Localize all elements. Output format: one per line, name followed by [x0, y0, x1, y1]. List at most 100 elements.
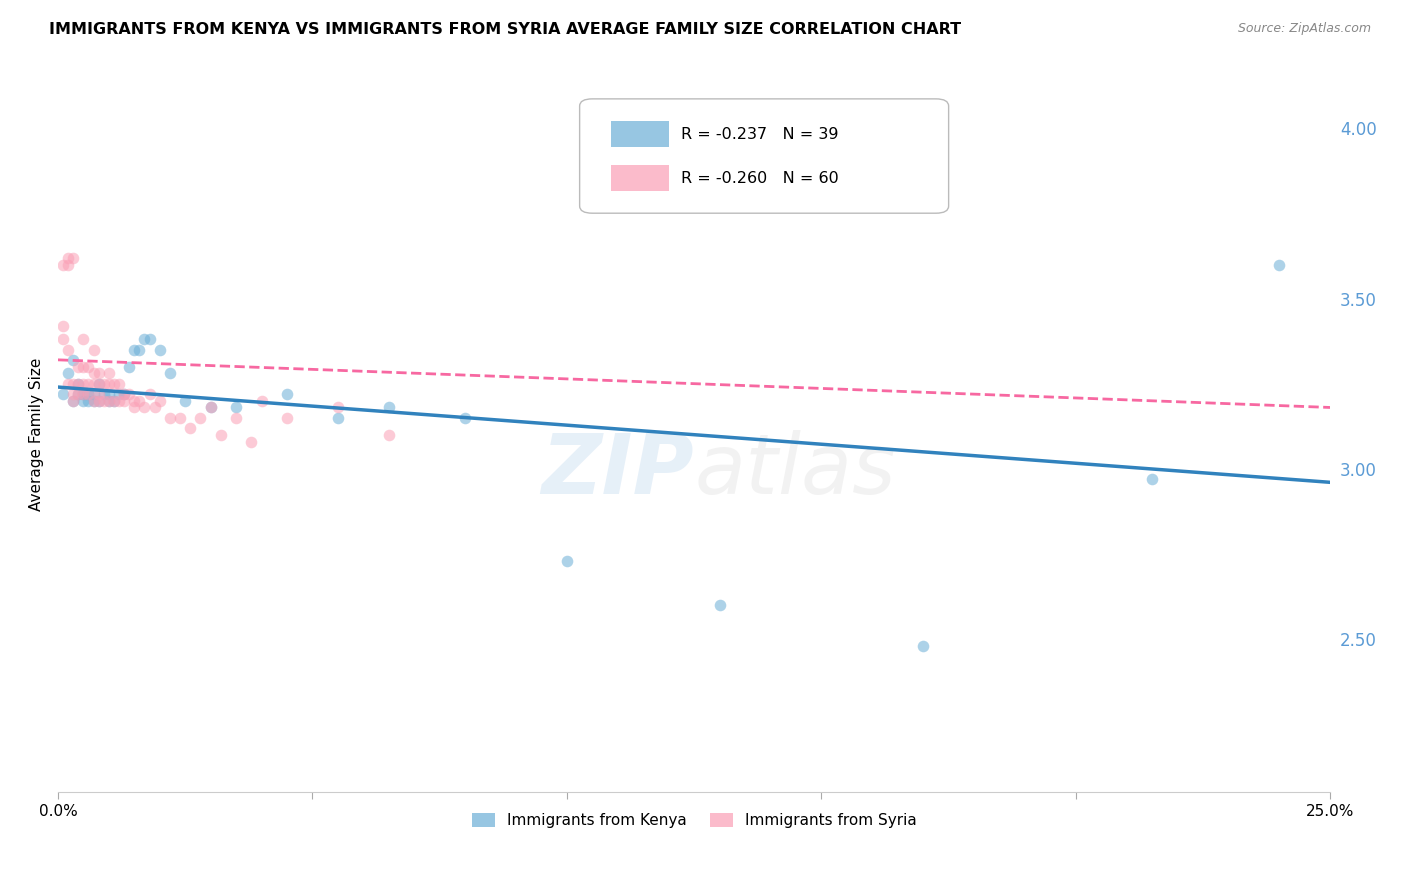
Point — [378, 401, 401, 415]
Point — [149, 393, 172, 408]
Point — [112, 387, 135, 401]
Point — [169, 410, 191, 425]
Point — [128, 343, 150, 357]
Point — [72, 333, 94, 347]
Point — [97, 387, 120, 401]
Point — [174, 393, 197, 408]
Point — [143, 401, 166, 415]
Y-axis label: Average Family Size: Average Family Size — [30, 358, 44, 511]
Point — [77, 359, 100, 374]
Point — [124, 343, 146, 357]
Point — [83, 393, 105, 408]
Point — [72, 393, 94, 408]
Point — [72, 376, 94, 391]
Point — [72, 387, 94, 401]
Point — [83, 376, 105, 391]
Point — [62, 387, 84, 401]
Point — [52, 258, 75, 272]
Text: IMMIGRANTS FROM KENYA VS IMMIGRANTS FROM SYRIA AVERAGE FAMILY SIZE CORRELATION C: IMMIGRANTS FROM KENYA VS IMMIGRANTS FROM… — [49, 22, 962, 37]
Point — [103, 376, 125, 391]
Point — [108, 387, 131, 401]
Point — [62, 352, 84, 367]
Point — [138, 333, 160, 347]
Point — [225, 410, 247, 425]
Point — [56, 367, 79, 381]
Text: R = -0.260   N = 60: R = -0.260 N = 60 — [682, 170, 839, 186]
Point — [93, 376, 115, 391]
Point — [118, 359, 141, 374]
Point — [97, 376, 120, 391]
Point — [67, 359, 90, 374]
Point — [62, 251, 84, 265]
FancyBboxPatch shape — [579, 99, 949, 213]
Point — [276, 410, 298, 425]
Point — [555, 553, 578, 567]
Point — [250, 393, 273, 408]
Point — [67, 387, 90, 401]
Point — [87, 393, 110, 408]
Point — [93, 387, 115, 401]
Point — [134, 333, 156, 347]
Point — [108, 376, 131, 391]
Point — [124, 401, 146, 415]
Point — [62, 393, 84, 408]
Point — [179, 421, 201, 435]
Point — [87, 393, 110, 408]
Point — [209, 427, 232, 442]
Point — [77, 376, 100, 391]
Point — [326, 401, 349, 415]
Point — [200, 401, 222, 415]
Point — [134, 401, 156, 415]
Point — [454, 410, 477, 425]
Point — [83, 387, 105, 401]
Point — [62, 376, 84, 391]
Point — [97, 367, 120, 381]
Point — [77, 387, 100, 401]
Point — [56, 251, 79, 265]
Point — [72, 359, 94, 374]
Point — [52, 318, 75, 333]
Point — [87, 376, 110, 391]
Point — [709, 598, 731, 612]
Point — [72, 387, 94, 401]
Point — [1268, 258, 1291, 272]
Point — [56, 376, 79, 391]
Point — [112, 393, 135, 408]
Text: atlas: atlas — [695, 430, 896, 511]
Point — [128, 393, 150, 408]
Point — [103, 393, 125, 408]
Point — [87, 376, 110, 391]
Text: ZIP: ZIP — [541, 430, 695, 511]
Point — [62, 393, 84, 408]
Point — [67, 376, 90, 391]
Point — [159, 410, 181, 425]
Text: Source: ZipAtlas.com: Source: ZipAtlas.com — [1237, 22, 1371, 36]
Point — [83, 393, 105, 408]
Point — [52, 387, 75, 401]
Point — [200, 401, 222, 415]
Point — [77, 387, 100, 401]
Point — [77, 393, 100, 408]
Point — [97, 393, 120, 408]
Point — [326, 410, 349, 425]
Point — [67, 376, 90, 391]
Point — [138, 387, 160, 401]
Point — [108, 393, 131, 408]
Point — [87, 367, 110, 381]
Point — [112, 387, 135, 401]
Point — [124, 393, 146, 408]
Point — [378, 427, 401, 442]
Legend: Immigrants from Kenya, Immigrants from Syria: Immigrants from Kenya, Immigrants from S… — [465, 807, 922, 834]
Point — [912, 639, 935, 653]
Point — [118, 387, 141, 401]
Point — [93, 393, 115, 408]
Point — [103, 393, 125, 408]
Point — [67, 387, 90, 401]
Point — [87, 387, 110, 401]
Point — [97, 393, 120, 408]
Point — [52, 333, 75, 347]
Point — [83, 343, 105, 357]
Bar — [612, 121, 669, 147]
Point — [225, 401, 247, 415]
Bar — [612, 165, 669, 191]
